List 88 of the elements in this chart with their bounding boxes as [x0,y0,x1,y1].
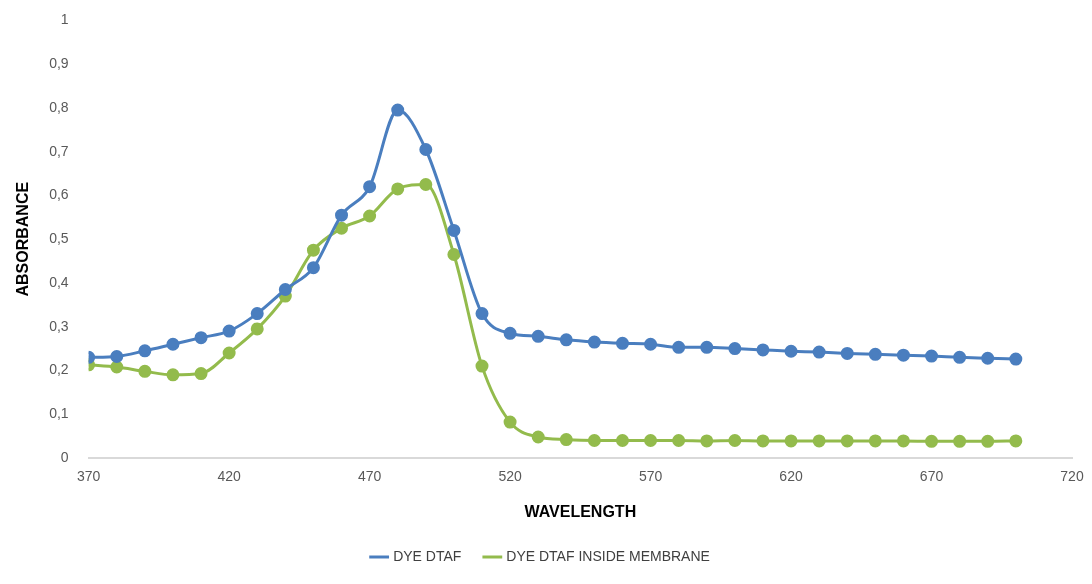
point [222,324,236,338]
point [981,434,995,448]
point [615,336,629,350]
point [110,349,124,363]
point [644,337,658,351]
point [700,340,714,354]
point [194,367,208,381]
y-tick-label: 0,6 [49,186,69,203]
point [194,331,208,345]
point [391,103,405,117]
point [812,345,826,359]
point [812,434,826,448]
point [784,434,798,448]
point [306,243,320,257]
point [728,342,742,356]
y-tick-label: 0 [60,448,69,465]
point [222,346,236,360]
y-tick-label: 0,8 [49,98,69,115]
point [672,434,686,447]
x-tick-label: 470 [357,468,382,485]
point [840,346,854,360]
y-tick-label: 0,1 [49,405,69,422]
point [840,434,854,448]
x-tick-label: 620 [779,468,803,485]
point [363,180,377,194]
point [981,351,995,365]
point [166,337,180,351]
x-tick-label: 370 [76,468,101,485]
y-tick-label: 0,3 [49,317,69,334]
x-tick-label: 520 [498,468,522,485]
point [672,340,686,354]
point [419,142,433,156]
point [250,322,264,336]
point [138,344,152,358]
point [335,208,349,222]
point [953,434,967,448]
point [587,434,601,447]
point [250,307,264,321]
point [475,307,489,321]
point [925,434,939,448]
point [615,434,629,447]
point [644,434,658,447]
point [925,349,939,363]
point [531,329,545,343]
y-tick-label: 0,5 [49,230,69,247]
point [278,283,292,297]
point [110,360,124,374]
point [559,333,573,347]
point [1009,352,1023,366]
point [306,261,320,275]
point [728,434,742,447]
point [166,368,180,382]
x-tick-label: 420 [217,468,242,485]
y-tick-label: 0,4 [49,273,69,290]
x-tick-label: 720 [1060,468,1084,485]
point [868,434,882,448]
point [363,209,377,223]
point [419,178,433,191]
point [531,430,545,444]
point [447,223,461,237]
point [756,343,770,357]
point [756,434,770,448]
y-axis-title: ABSORBANCE [14,181,32,297]
point [896,348,910,362]
y-tick-label: 0,9 [49,55,69,72]
y-tick-label: 1 [60,11,69,28]
point [559,433,573,447]
point [953,350,967,364]
point [335,221,349,235]
legend-label: DYE DTAF INSIDE MEMBRANE [506,547,710,564]
point [1009,434,1023,448]
point [700,434,714,448]
y-tick-label: 0,7 [49,142,69,159]
y-tick-label: 0,2 [49,361,69,378]
point [475,359,489,373]
point [447,248,461,262]
x-tick-label: 570 [638,468,663,485]
legend-label: DYE DTAF [393,547,462,564]
point [503,326,517,340]
point [587,335,601,349]
point [138,364,152,378]
point [868,347,882,361]
point [391,182,405,196]
x-axis-title: WAVELENGTH [524,502,637,520]
point [896,434,910,448]
point [784,344,798,358]
point [503,415,517,429]
x-tick-label: 670 [919,468,944,485]
